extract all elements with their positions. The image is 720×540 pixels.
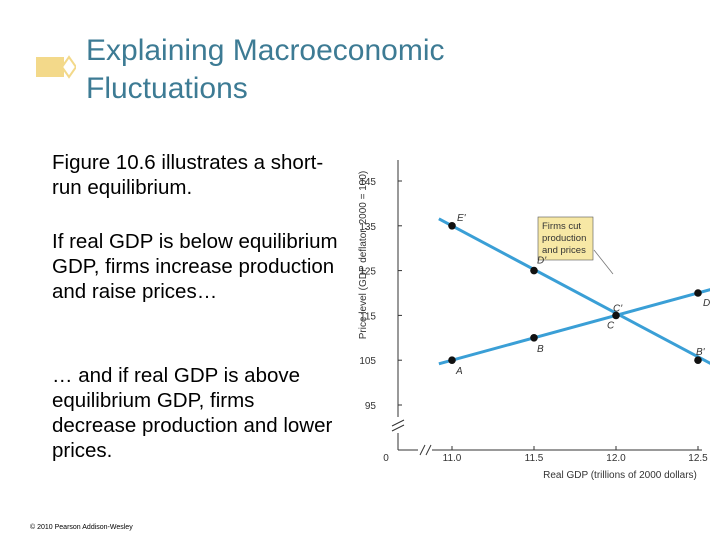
sas-point: [530, 334, 538, 342]
sas-point-label: A: [455, 366, 463, 377]
sas-point-label: D: [703, 298, 710, 309]
y-axis-label: Price level (GDP deflator, 2000 = 100): [358, 171, 369, 340]
paragraph-intro: Figure 10.6 illustrates a short-run equi…: [52, 151, 324, 199]
y-tick-label: 95: [365, 401, 377, 412]
annotation-box: [537, 216, 594, 261]
annotation-text: Firms cut: [542, 221, 581, 232]
sas-point: [694, 289, 702, 297]
x-axis-break-mark: [419, 444, 426, 456]
ad-point: [612, 311, 620, 320]
x-tick-label: 11.5: [525, 453, 544, 464]
slide-title: Explaining Macroeconomic Fluctuations: [86, 32, 686, 108]
y-tick-label: 115: [360, 311, 376, 322]
sas-point-label: B: [537, 344, 544, 355]
ad-point: [448, 222, 456, 230]
ad-point: [694, 356, 702, 364]
sas-point: [448, 356, 456, 364]
y-axis-break-mark: [391, 419, 405, 427]
annotation-arrow: [593, 249, 614, 275]
slide-title-line-2: Fluctuations: [86, 72, 248, 105]
y-tick-label: 145: [359, 177, 376, 188]
copyright-footer: © 2010 Pearson Addison-Wesley: [30, 524, 133, 531]
slide-title-line-1: Explaining Macroeconomic: [86, 34, 445, 67]
ad-point-label: D': [537, 256, 547, 267]
ad-point-label: B': [696, 347, 706, 358]
annotation-text: production: [542, 233, 586, 244]
ad-point-label: E': [457, 213, 467, 224]
y-tick-label: 135: [359, 222, 376, 233]
origin-label: 0: [383, 453, 389, 464]
ad-point-label: C': [613, 303, 623, 314]
paragraph-above-equilibrium: … and if real GDP is above equilibrium G…: [52, 364, 333, 462]
x-tick-label: 11.0: [443, 453, 462, 464]
sas-point-label: C: [607, 320, 615, 331]
ad-curve: [438, 217, 710, 365]
ad-point: [530, 266, 538, 275]
x-tick-label: 12.0: [606, 453, 626, 464]
x-tick-label: 12.5: [688, 453, 708, 464]
x-axis-label: Real GDP (trillions of 2000 dollars): [543, 470, 697, 481]
sas-curve: [438, 288, 710, 366]
annotation-text: and prices: [542, 245, 586, 256]
x-axis-break-mark: [425, 444, 432, 456]
paragraph-below-equilibrium: If real GDP is below equilibrium GDP, fi…: [52, 230, 338, 303]
title-decoration-icon: [36, 55, 76, 79]
y-tick-label: 125: [359, 267, 376, 278]
y-tick-label: 105: [359, 356, 376, 367]
ad-sas-chart: 1451351251151059511.011.512.012.513.013.…: [358, 160, 710, 481]
y-axis-break-mark: [391, 424, 405, 432]
